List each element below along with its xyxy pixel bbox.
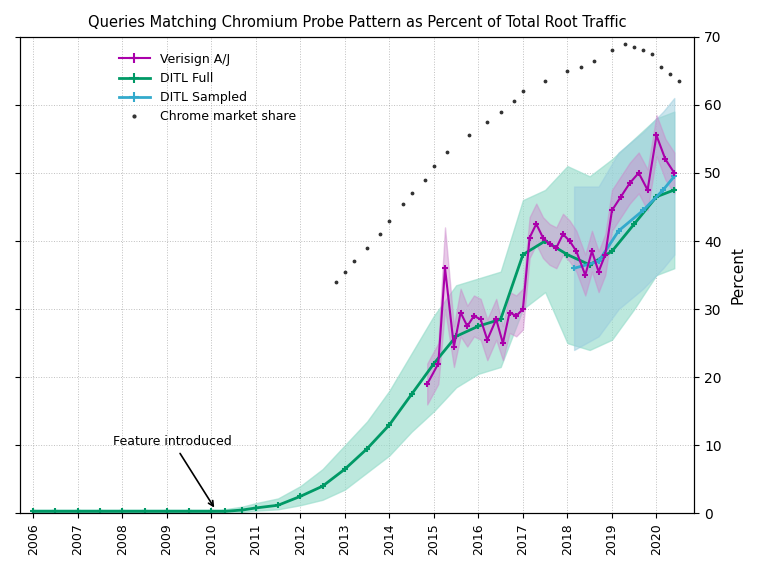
Title: Queries Matching Chromium Probe Pattern as Percent of Total Root Traffic: Queries Matching Chromium Probe Pattern … — [87, 15, 626, 30]
Y-axis label: Percent: Percent — [730, 246, 745, 304]
Legend: Verisign A/J, DITL Full, DITL Sampled, Chrome market share: Verisign A/J, DITL Full, DITL Sampled, C… — [114, 48, 301, 128]
Text: Feature introduced: Feature introduced — [113, 435, 232, 506]
